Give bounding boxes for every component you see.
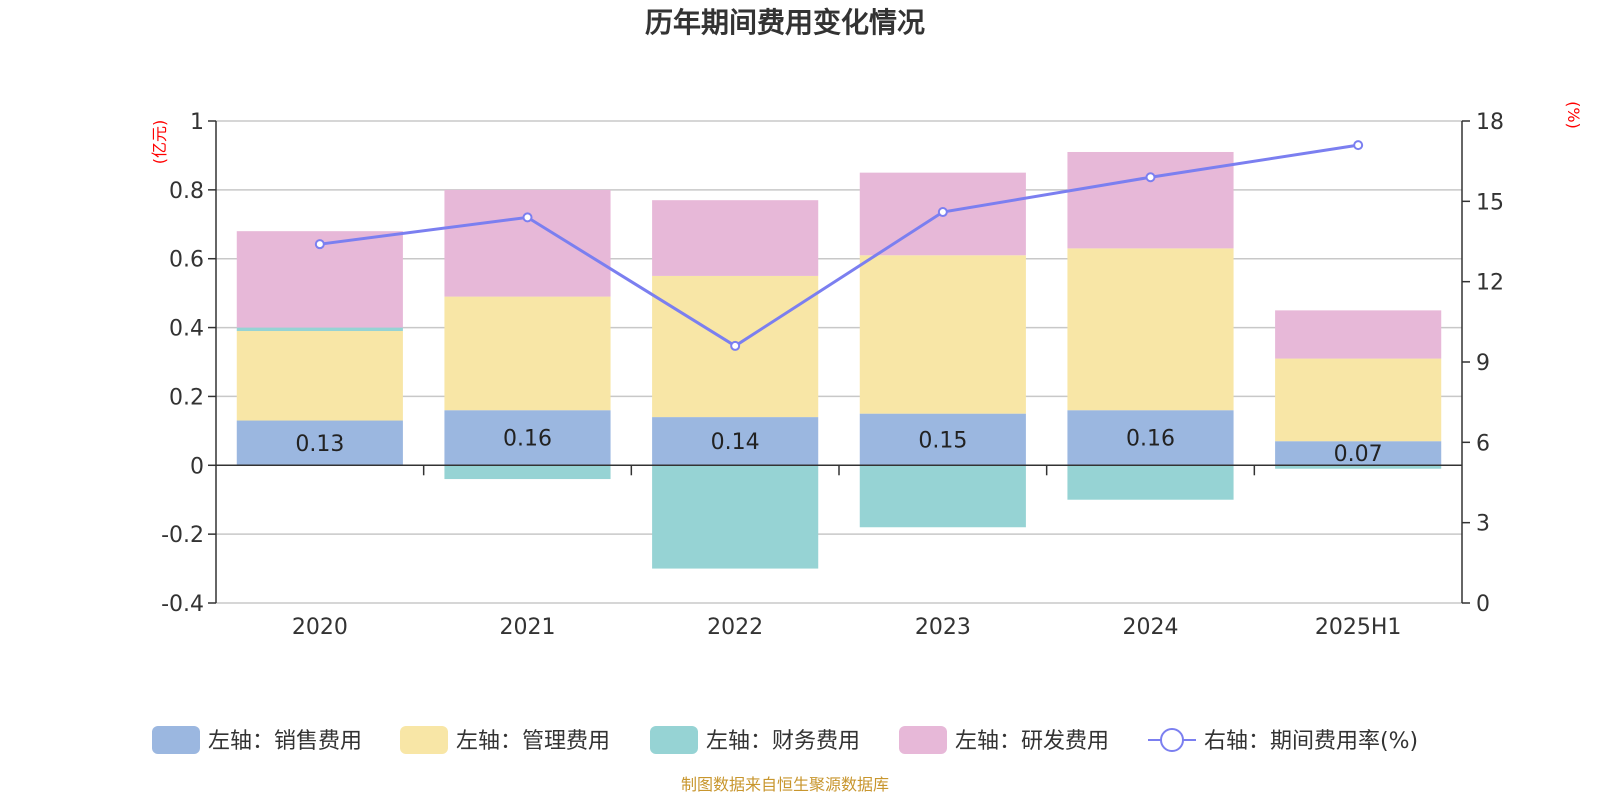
- rate-line: [319, 143, 1359, 348]
- left-tick-label: -0.4: [161, 592, 204, 617]
- chart-title: 历年期间费用变化情况: [645, 6, 925, 39]
- left-tick-label: 0.6: [169, 248, 204, 273]
- bar-finance: [444, 465, 611, 480]
- right-tick-label: 3: [1476, 512, 1490, 537]
- bar-admin: [859, 255, 1026, 414]
- category-label: 2024: [1123, 615, 1179, 640]
- left-tick-label: -0.2: [161, 523, 204, 548]
- category-label: 2023: [915, 615, 971, 640]
- bar-admin: [1067, 248, 1234, 411]
- legend-swatch-sales: [152, 726, 200, 754]
- right-tick-label: 6: [1476, 431, 1490, 456]
- bar-sales: [1067, 410, 1234, 466]
- bar-rd: [1067, 151, 1234, 249]
- legend-point-swatch: [1160, 728, 1184, 752]
- bar-admin: [1275, 358, 1442, 442]
- bar-value-label: 0.13: [295, 432, 344, 457]
- axes: -0.4 -0.2 0 0.2 0.4 0.6 0.8 1 0 3 6 9 12 15 18 2020 2021…: [161, 110, 1504, 640]
- legend-label: 左轴：管理费用: [456, 729, 610, 754]
- bar-rd: [444, 189, 611, 297]
- legend: 左轴：销售费用 左轴：管理费用 左轴：财务费用 左轴：研发费用 右轴：期间费用率(%): [152, 726, 1418, 754]
- grid-lines: [216, 120, 1462, 604]
- bar-value-label: 0.14: [711, 430, 760, 455]
- category-label: 2022: [707, 615, 763, 640]
- left-tick-label: 0.2: [169, 385, 204, 410]
- category-label: 2021: [500, 615, 556, 640]
- category-label: 2020: [292, 615, 348, 640]
- right-axis-unit: (%): [1564, 101, 1583, 129]
- rate-point: [1353, 140, 1364, 151]
- bar-value-label: 0.07: [1334, 442, 1383, 467]
- rate-point: [522, 212, 533, 223]
- bar-finance: [859, 465, 1026, 528]
- bar-admin: [444, 296, 611, 411]
- bar-sales: [859, 413, 1026, 466]
- right-tick-label: 18: [1476, 110, 1504, 135]
- bar-finance: [1275, 465, 1442, 469]
- left-tick-label: 0: [190, 454, 204, 479]
- bar-series: [236, 151, 1442, 569]
- bar-finance: [652, 465, 819, 569]
- left-tick-label: 0.4: [169, 317, 204, 342]
- legend-label: 右轴：期间费用率(%): [1204, 729, 1418, 754]
- legend-label: 左轴：销售费用: [208, 729, 362, 754]
- legend-swatch-admin: [400, 726, 448, 754]
- rate-line-series: [314, 140, 1364, 351]
- left-axis-unit: (亿元): [150, 120, 169, 165]
- legend-swatch-rd: [899, 726, 947, 754]
- legend-label: 左轴：研发费用: [955, 729, 1109, 754]
- legend-label: 左轴：财务费用: [706, 729, 860, 754]
- bar-sales: [1275, 441, 1442, 466]
- rate-point: [1145, 172, 1156, 183]
- category-label: 2025H1: [1315, 615, 1402, 640]
- bar-sales: [444, 410, 611, 466]
- rate-point: [314, 239, 325, 250]
- right-tick-label: 0: [1476, 592, 1490, 617]
- rate-point: [730, 340, 741, 351]
- left-tick-label: 0.8: [169, 179, 204, 204]
- data-labels: 0.13 0.16 0.14 0.15 0.16 0.07: [295, 427, 1382, 467]
- right-tick-label: 9: [1476, 351, 1490, 376]
- bar-value-label: 0.16: [1126, 427, 1175, 452]
- right-tick-label: 12: [1476, 271, 1504, 296]
- rate-point: [937, 207, 948, 218]
- bar-finance: [236, 327, 403, 332]
- bar-rd: [652, 200, 819, 276]
- bar-value-label: 0.15: [918, 428, 967, 453]
- bar-admin: [236, 331, 403, 421]
- bar-rd: [1275, 310, 1442, 359]
- bar-sales: [236, 420, 403, 466]
- bar-sales: [652, 417, 819, 466]
- legend-swatch-finance: [650, 726, 698, 754]
- source-note: 制图数据来自恒生聚源数据库: [681, 775, 889, 794]
- left-tick-label: 1: [190, 110, 204, 135]
- bar-finance: [1067, 465, 1234, 500]
- bar-value-label: 0.16: [503, 427, 552, 452]
- right-tick-label: 15: [1476, 190, 1504, 215]
